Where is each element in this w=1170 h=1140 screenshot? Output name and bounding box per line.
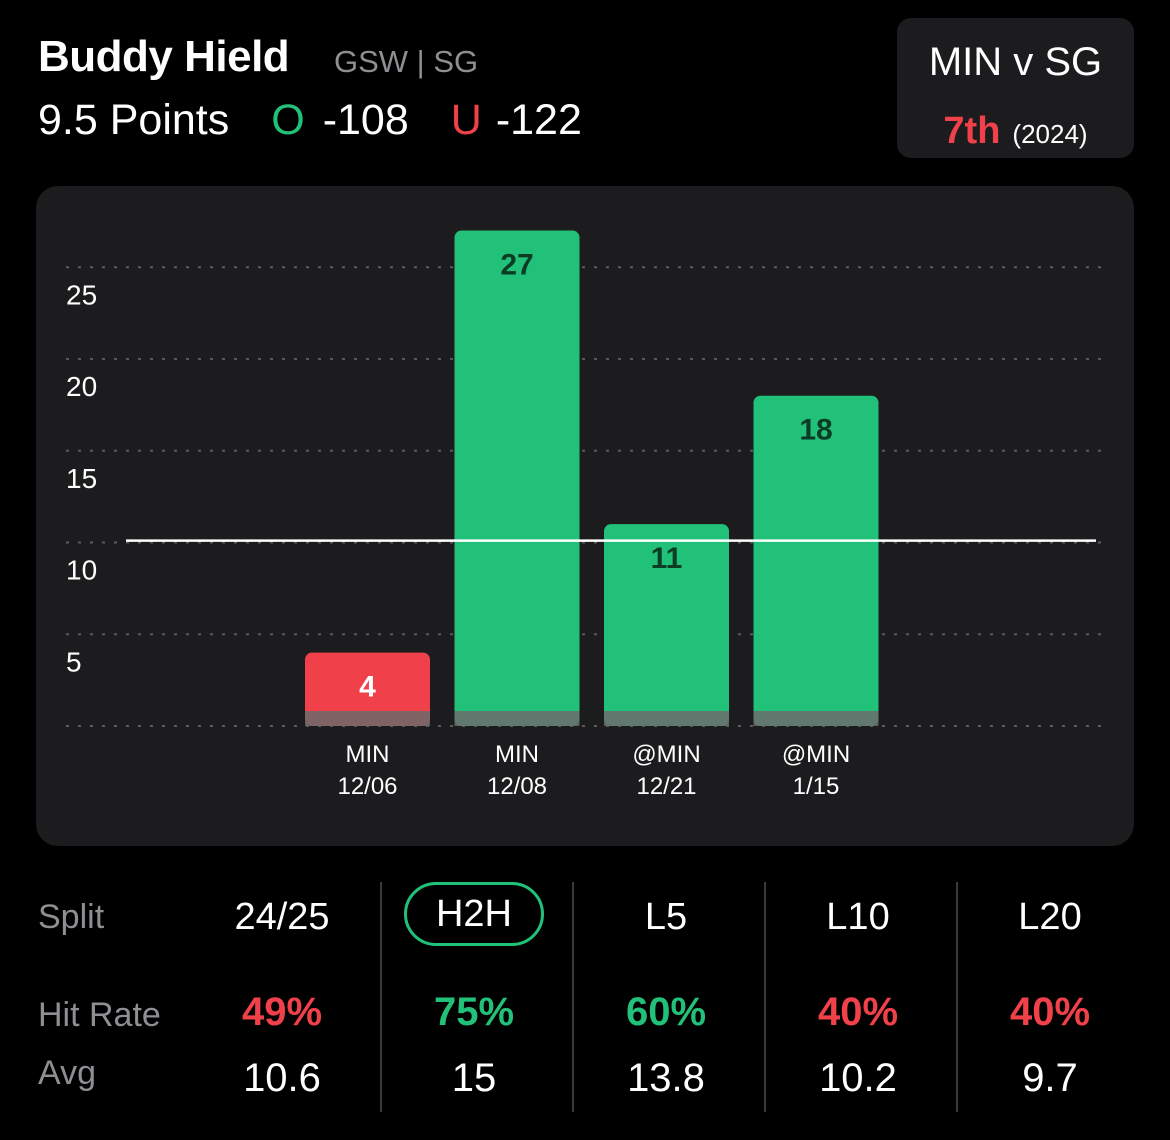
avg-value: 10.2 [819,1056,897,1100]
matchup-title: MIN v SG [928,40,1103,84]
bar-3[interactable] [753,395,879,726]
x-tick-label: @MIN [632,741,700,768]
under-odds[interactable]: -122 [495,96,582,144]
chart-card: 5 10 15 20 25 4 MIN 12/06 27 MIN 12/08 11 @MIN 12/21 1… [36,186,1134,846]
bar-value-label: 11 [651,542,683,575]
bar-chart: 5 10 15 20 25 4 MIN 12/06 27 MIN 12/08 11 @MIN 12/21 1… [66,230,1106,800]
split-tab-l5[interactable]: L5 [644,896,688,938]
column-divider [380,882,382,1112]
hit-rate-value: 60% [625,990,707,1034]
bar-value-label: 18 [799,414,832,447]
bar-base-strip [454,711,580,726]
x-tick-label: 1/15 [793,773,840,800]
bar-1[interactable] [454,230,580,727]
matchup-rank-row: 7th (2024) [897,110,1134,153]
y-tick-label: 15 [66,463,97,494]
y-tick-label: 20 [66,371,97,402]
bar-value-label: 4 [359,671,376,704]
bar-base-strip [753,711,879,726]
avg-value: 10.6 [243,1056,321,1100]
avg-value: 9.7 [1022,1056,1078,1100]
y-tick-label: 5 [66,646,82,677]
x-tick-label: @MIN [782,741,850,768]
avg-value: 15 [451,1056,497,1100]
bar-base-strip [305,711,430,726]
split-tab-h2h[interactable]: H2H [404,882,544,946]
stats-table: Split Hit Rate Avg 24/25 49% 10.6 H2H 75% 15 L… [0,860,1170,1140]
prop-line-row: 9.5 Points O -108 U -122 [38,96,582,145]
column-divider [956,882,958,1112]
split-tab-l20[interactable]: L20 [1018,896,1082,938]
hit-rate-value: 75% [433,990,515,1034]
y-tick-label: 25 [66,279,97,310]
team-position: GSW | SG [334,44,479,79]
x-tick-label: 12/21 [636,773,696,800]
hit-rate-row-label: Hit Rate [38,996,161,1034]
avg-value: 13.8 [627,1056,705,1100]
column-divider [572,882,574,1112]
over-odds[interactable]: -108 [322,96,409,144]
x-tick-label: MIN [495,741,539,768]
x-tick-label: 12/06 [337,773,397,800]
bar-value-label: 27 [500,249,533,282]
y-tick-label: 10 [66,555,97,586]
x-tick-label: 12/08 [487,773,547,800]
bar-0[interactable] [305,652,430,726]
hit-rate-value: 49% [241,990,323,1034]
under-letter: U [450,96,482,144]
split-tab-2425[interactable]: 24/25 [234,896,330,938]
bar-2[interactable] [604,524,729,726]
split-tab-l10[interactable]: L10 [826,896,890,938]
prop-line: 9.5 Points [38,96,230,144]
over-letter: O [271,96,305,144]
column-divider [764,882,766,1112]
matchup-rank: 7th [943,110,1001,152]
hit-rate-value: 40% [1009,990,1091,1034]
avg-row-label: Avg [38,1054,96,1092]
x-tick-label: MIN [346,741,390,768]
split-row-label: Split [38,898,105,936]
hit-rate-value: 40% [817,990,899,1034]
matchup-box: MIN v SG 7th (2024) [897,18,1134,158]
player-name: Buddy Hield [38,32,290,81]
matchup-season: (2024) [1012,119,1088,149]
bar-base-strip [604,711,729,726]
